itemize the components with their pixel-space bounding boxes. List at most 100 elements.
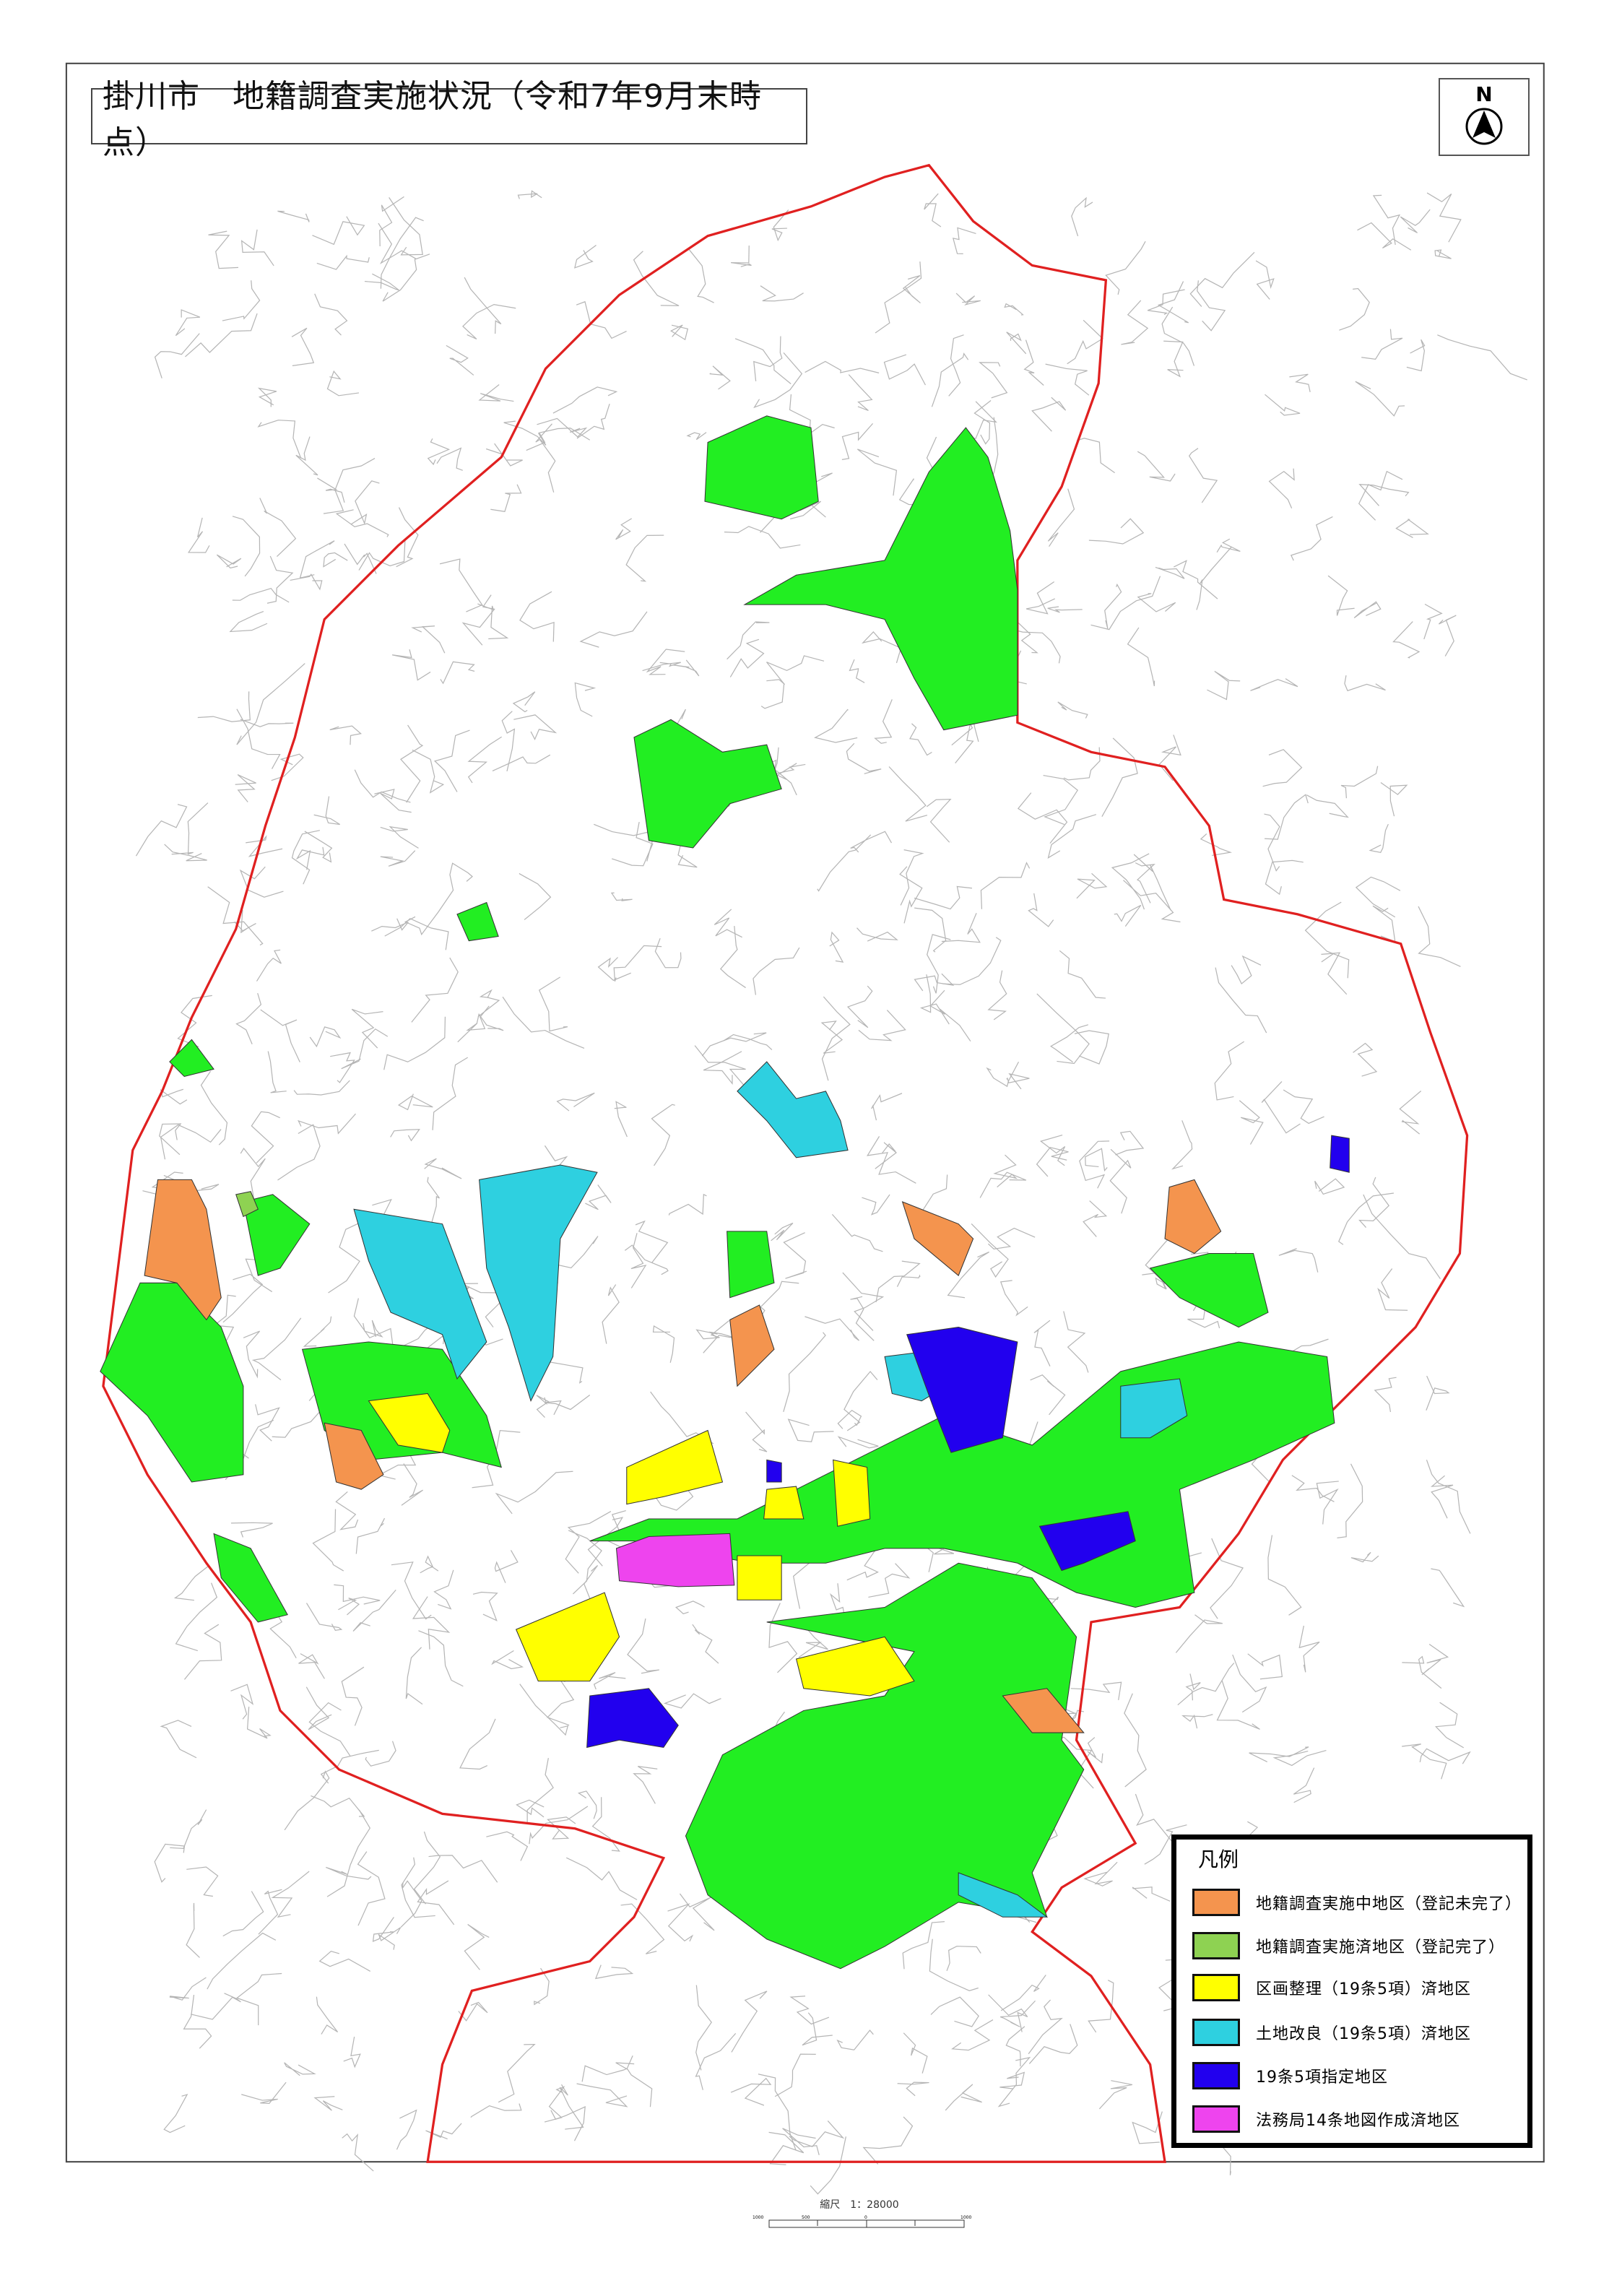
terrain-line xyxy=(352,1590,396,1632)
terrain-line xyxy=(999,2071,1025,2089)
terrain-line xyxy=(314,293,348,336)
terrain-line xyxy=(1293,1767,1315,1803)
terrain-line xyxy=(574,682,597,717)
terrain-line xyxy=(627,1618,660,1674)
terrain-line xyxy=(727,621,770,660)
terrain-line xyxy=(236,663,305,745)
terrain-line xyxy=(1267,1535,1302,1616)
terrain-line xyxy=(1147,289,1185,316)
terrain-line xyxy=(1036,993,1090,1065)
terrain-line xyxy=(1355,381,1405,417)
terrain-line xyxy=(1133,854,1171,911)
terrain-line xyxy=(776,763,797,796)
terrain-line xyxy=(230,1684,254,1720)
terrain-line xyxy=(239,866,284,898)
terrain-line xyxy=(1262,749,1303,787)
terrain-line xyxy=(729,638,765,677)
terrain-line xyxy=(593,1672,626,1690)
terrain-line xyxy=(271,1871,310,1918)
terrain-line xyxy=(295,846,325,870)
terrain-line xyxy=(914,907,947,953)
terrain-line xyxy=(207,886,264,946)
terrain-line xyxy=(929,1938,979,1992)
survey-completed-zone xyxy=(213,1533,288,1623)
land-readjustment-zone xyxy=(626,1429,724,1505)
terrain-line xyxy=(1283,1089,1324,1125)
terrain-line xyxy=(829,931,844,963)
scale-tick-label: 0 xyxy=(864,2215,867,2220)
terrain-line xyxy=(1265,859,1304,896)
terrain-line xyxy=(405,1647,423,1705)
terrain-line xyxy=(1426,1375,1450,1411)
terrain-line xyxy=(298,1113,356,1135)
terrain-line xyxy=(952,227,976,254)
scale-tick-label: 500 xyxy=(802,2215,810,2220)
terrain-line xyxy=(374,789,412,813)
terrain-line xyxy=(846,1547,879,1581)
terrain-line xyxy=(1144,1824,1187,1865)
terrain-line xyxy=(1200,833,1233,857)
map-title-box: 掛川市 地籍調査実施状況（令和7年9月末時点） xyxy=(91,78,807,161)
terrain-line xyxy=(850,1296,875,1341)
survey-completed-zone xyxy=(235,1191,259,1218)
terrain-line xyxy=(417,1880,455,1925)
terrain-line xyxy=(1001,625,1061,664)
terrain-line xyxy=(1431,1568,1465,1608)
map-title: 掛川市 地籍調査実施状況（令和7年9月末時点） xyxy=(103,78,762,161)
terrain-line xyxy=(1344,675,1386,692)
terrain-line xyxy=(926,798,952,843)
terrain-line xyxy=(163,2094,188,2133)
terrain-line xyxy=(783,1332,826,1412)
terrain-line xyxy=(1132,1886,1171,1902)
terrain-line xyxy=(277,1124,321,1181)
survey-in-progress-zone xyxy=(729,1304,775,1387)
legend-label: 地籍調査実施中地区（登記未完了） xyxy=(1256,1895,1522,1913)
terrain-line xyxy=(470,2103,522,2118)
terrain-line xyxy=(216,554,242,569)
article19-designated-zone xyxy=(586,1688,679,1749)
terrain-line xyxy=(1216,1680,1260,1730)
terrain-line xyxy=(848,374,873,411)
terrain-line xyxy=(875,261,922,334)
terrain-line xyxy=(308,1702,351,1757)
terrain-line xyxy=(552,386,618,414)
terrain-line xyxy=(1087,1737,1103,1764)
terrain-line xyxy=(303,1316,332,1347)
legend-item: 土地改良（19条5項）済地区 xyxy=(1192,2019,1471,2046)
terrain-line xyxy=(719,925,746,989)
terrain-line xyxy=(694,1045,746,1086)
terrain-line xyxy=(988,1994,1028,2032)
terrain-line xyxy=(1074,1030,1109,1065)
terrain-line xyxy=(186,1902,200,1958)
terrain-line xyxy=(512,691,536,713)
terrain-line xyxy=(1174,560,1218,599)
terrain-line xyxy=(753,336,783,381)
terrain-line xyxy=(565,1511,612,1574)
terrain-line xyxy=(1265,394,1301,416)
terrain-line xyxy=(428,1855,498,1883)
terrain-line xyxy=(760,679,785,709)
legend-swatch xyxy=(1192,1974,1240,2001)
survey-completed-zone xyxy=(743,427,1018,731)
survey-completed-zone xyxy=(633,719,782,849)
terrain-line xyxy=(235,992,262,1044)
terrain-line xyxy=(312,1509,344,1572)
terrain-line xyxy=(317,477,345,503)
terrain-line xyxy=(814,709,858,743)
terrain-line xyxy=(591,1797,620,1852)
terrain-line xyxy=(235,774,256,802)
terrain-line xyxy=(1123,880,1181,923)
terrain-line xyxy=(709,365,731,390)
terrain-line xyxy=(186,1866,219,1897)
terrain-line xyxy=(980,862,1031,909)
terrain-line xyxy=(316,1996,339,2035)
terrain-line xyxy=(411,957,459,1023)
terrain-line xyxy=(1057,701,1088,719)
terrain-line xyxy=(1402,1655,1442,1689)
terrain-line xyxy=(856,449,898,496)
terrain-line xyxy=(183,1624,222,1680)
terrain-line xyxy=(1438,615,1457,657)
terrain-line xyxy=(341,1666,365,1726)
terrain-line xyxy=(232,587,290,603)
article19-designated-zone xyxy=(1038,1511,1136,1572)
